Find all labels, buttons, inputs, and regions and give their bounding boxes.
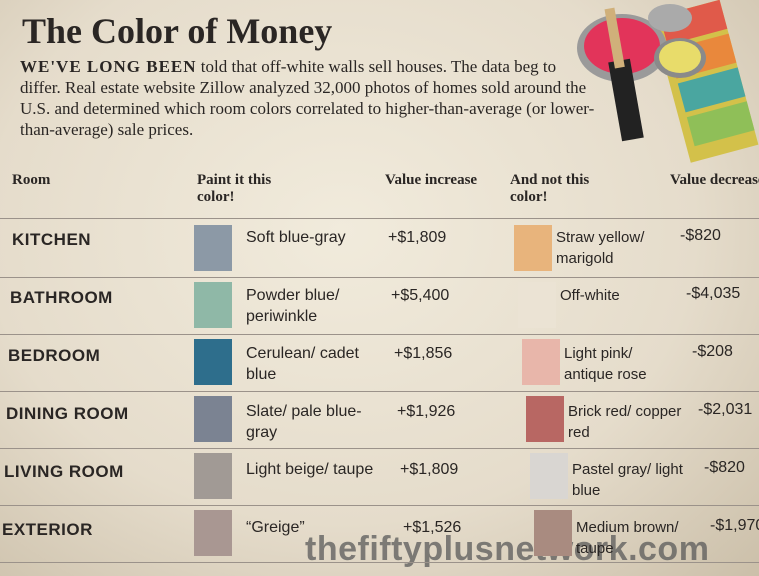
value-increase: +$1,809: [388, 229, 447, 246]
paint-name: Light beige/ taupe: [246, 461, 374, 478]
lead: WE'VE LONG BEEN: [20, 57, 197, 76]
title: The Color of Money: [22, 11, 333, 51]
column-header: Paint it this color!: [197, 172, 272, 205]
paint-name: “Greige”: [246, 519, 305, 536]
intro-text: told that off-white walls sell houses. T…: [20, 57, 595, 139]
value-increase: +$1,809: [400, 461, 459, 478]
room: BEDROOM: [8, 346, 101, 365]
intro: WE'VE LONG BEEN told that off-white wall…: [20, 56, 600, 140]
paint-swatch: [194, 396, 232, 442]
room: LIVING ROOM: [4, 462, 124, 481]
avoid-name: Off-white: [560, 287, 620, 304]
rule: [0, 391, 759, 392]
rule: [0, 218, 759, 219]
value-increase: +$5,400: [391, 287, 450, 304]
column-header: Value decrease: [670, 172, 759, 188]
rule: [0, 562, 759, 563]
room: KITCHEN: [12, 230, 92, 249]
avoid-swatch: [514, 225, 552, 271]
avoid-name: Medium brown/ taupe: [576, 519, 679, 557]
value-decrease: -$820: [704, 459, 745, 476]
paint-swatch: [194, 225, 232, 271]
paint-name: Powder blue/ periwinkle: [246, 287, 340, 325]
paint-name: Cerulean/ cadet blue: [246, 345, 359, 383]
paint-illustration: [577, 0, 759, 163]
value-decrease: -$820: [680, 227, 721, 244]
rule: [0, 334, 759, 335]
avoid-swatch: [526, 396, 564, 442]
column-header: Value increase: [385, 172, 478, 188]
avoid-swatch: [518, 282, 556, 328]
avoid-swatch: [522, 339, 560, 385]
value-increase: +$1,856: [394, 345, 453, 362]
column-header: And not this color!: [510, 172, 590, 205]
room: BATHROOM: [10, 288, 113, 307]
value-increase: +$1,526: [403, 519, 462, 536]
watermark: thefiftyplusnetwork.com: [305, 530, 710, 568]
avoid-name: Straw yellow/ marigold: [556, 229, 645, 267]
paint-name: Soft blue-gray: [246, 229, 346, 246]
avoid-name: Pastel gray/ light blue: [572, 461, 683, 499]
value-decrease: -$2,031: [698, 401, 753, 418]
paint-swatch: [194, 282, 232, 328]
paint-swatch: [194, 510, 232, 556]
avoid-name: Brick red/ copper red: [568, 403, 682, 441]
value-decrease: -$4,035: [686, 285, 741, 302]
avoid-name: Light pink/ antique rose: [564, 345, 647, 383]
rule: [0, 448, 759, 449]
value-decrease: -$1,970: [710, 517, 759, 534]
rule: [0, 505, 759, 506]
paint-name: Slate/ pale blue-gray: [246, 403, 362, 441]
avoid-swatch: [530, 453, 568, 499]
value-decrease: -$208: [692, 343, 733, 360]
rule: [0, 277, 759, 278]
column-header: Room: [12, 172, 51, 188]
avoid-swatch: [534, 510, 572, 556]
room: DINING ROOM: [6, 404, 129, 423]
value-increase: +$1,926: [397, 403, 456, 420]
paint-swatch: [194, 339, 232, 385]
room: EXTERIOR: [2, 520, 93, 539]
paint-swatch: [194, 453, 232, 499]
